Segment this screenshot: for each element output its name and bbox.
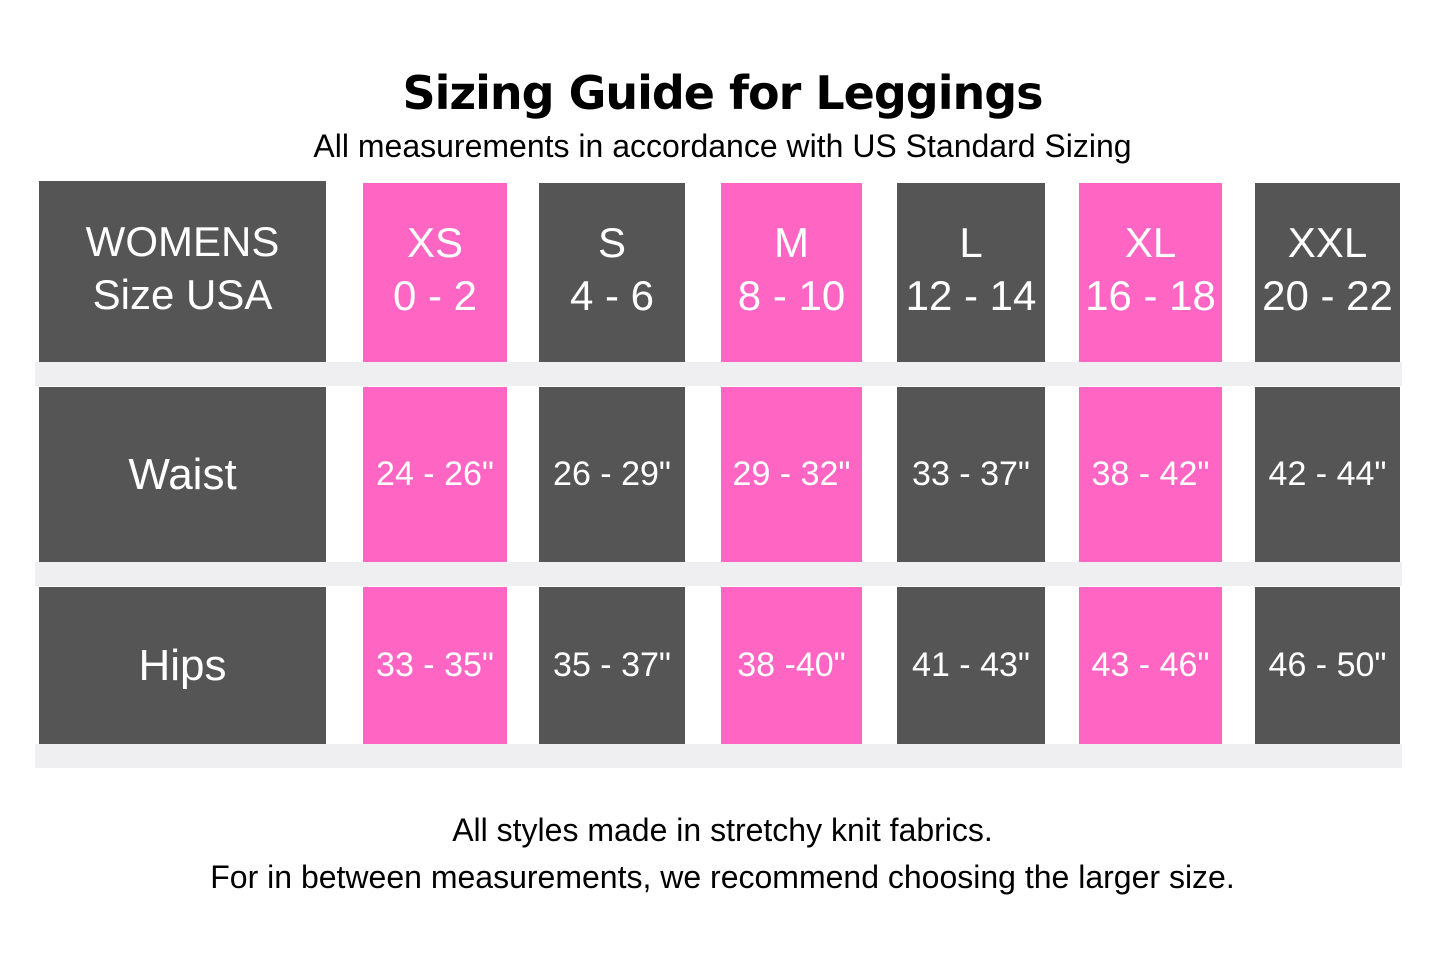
size-size: L	[959, 218, 983, 266]
waist-cell: 42 - 44"	[1255, 387, 1400, 562]
size-range: 4 - 6	[569, 271, 655, 319]
size-header-cell: L 12 - 14	[897, 183, 1045, 362]
waist-cell: 24 - 26"	[363, 387, 507, 562]
header-label-line: WOMENS	[85, 217, 280, 265]
size-range: 16 - 18	[1085, 271, 1216, 319]
size-size: M	[774, 218, 809, 266]
hips-cell: 35 - 37"	[539, 587, 685, 744]
hips-cell: 43 - 46"	[1079, 587, 1222, 744]
row-divider	[35, 744, 1402, 768]
size-range: 0 - 2	[392, 271, 478, 319]
row-label-hips: Hips	[39, 587, 326, 744]
hips-cell: 46 - 50"	[1255, 587, 1400, 744]
waist-cell: 26 - 29"	[539, 387, 685, 562]
hips-cell: 41 - 43"	[897, 587, 1045, 744]
waist-cell: 29 - 32"	[721, 387, 862, 562]
waist-cell: 38 - 42"	[1079, 387, 1222, 562]
size-size: XS	[406, 218, 464, 266]
row-label-waist: Waist	[39, 387, 326, 562]
size-range: 12 - 14	[905, 271, 1037, 319]
size-header-cell: XS 0 - 2	[363, 183, 507, 362]
size-range: 20 - 22	[1262, 271, 1393, 319]
size-size: S	[597, 218, 626, 266]
waist-cell: 33 - 37"	[897, 387, 1045, 562]
page-title: Sizing Guide for Leggings	[402, 66, 1043, 120]
header-label-line: Size USA	[92, 270, 273, 318]
row-divider	[35, 362, 1402, 386]
footer-note: For in between measurements, we recommen…	[210, 859, 1235, 895]
hips-cell: 33 - 35"	[363, 587, 507, 744]
size-size: XXL	[1287, 218, 1368, 266]
size-size: XL	[1124, 218, 1177, 266]
header-label-cell: WOMENS Size USA	[39, 181, 326, 362]
size-header-cell: M 8 - 10	[721, 183, 862, 362]
size-header-cell: XXL 20 - 22	[1255, 183, 1400, 362]
size-header-cell: XL 16 - 18	[1079, 183, 1222, 362]
size-header-cell: S 4 - 6	[539, 183, 685, 362]
hips-cell: 38 -40"	[721, 587, 862, 744]
page-subtitle: All measurements in accordance with US S…	[313, 128, 1132, 164]
footer-note: All styles made in stretchy knit fabrics…	[452, 812, 993, 848]
row-divider	[35, 562, 1402, 586]
size-range: 8 - 10	[737, 271, 846, 319]
